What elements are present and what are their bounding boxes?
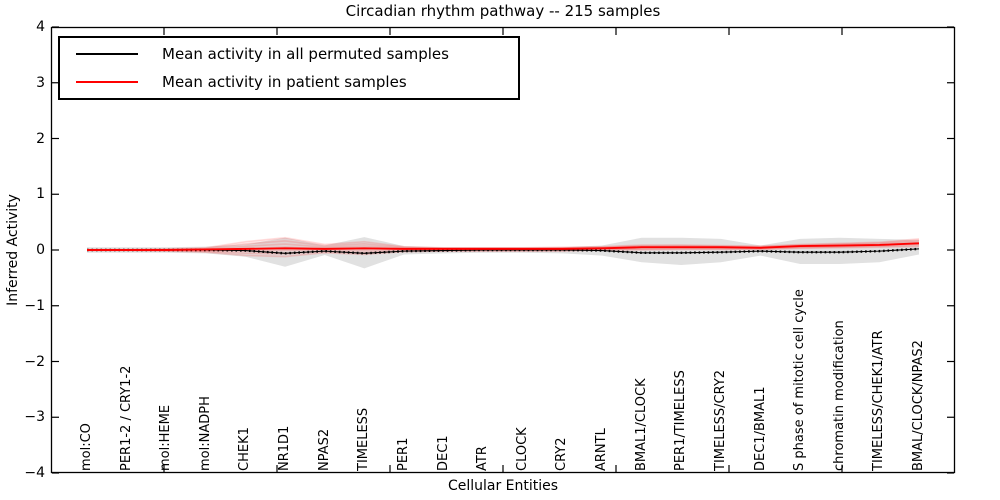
y-tick-label: −4	[24, 465, 45, 481]
y-tick-label: 3	[36, 74, 45, 91]
y-tick-label: 4	[36, 19, 45, 35]
x-tick-label: mol:HEME	[158, 404, 174, 471]
plot-area	[50, 26, 956, 474]
legend: Mean activity in all permuted samples Mea…	[58, 36, 520, 100]
y-tick-label: 1	[36, 186, 45, 203]
legend-line-sample	[76, 53, 138, 55]
x-tick-label: ATR	[475, 446, 491, 471]
x-tick-label: CRY2	[554, 437, 570, 472]
legend-entry: Mean activity in all permuted samples	[76, 43, 518, 65]
legend-entry: Mean activity in patient samples	[76, 71, 518, 93]
x-tick-label: DEC1	[435, 435, 451, 471]
x-tick-label: CHEK1	[237, 427, 253, 471]
x-tick-label: TIMELESS	[356, 407, 372, 471]
y-tick-label: 2	[36, 130, 45, 147]
x-tick-label: DEC1/BMAL1	[752, 386, 768, 472]
permuted-band	[87, 237, 919, 269]
x-tick-label: PER1-2 / CRY1-2	[118, 365, 134, 471]
x-tick-label: NPAS2	[316, 428, 332, 471]
y-tick-label: 0	[36, 242, 45, 258]
x-tick-label: S phase of mitotic cell cycle	[792, 289, 808, 471]
y-tick-label: −3	[24, 409, 45, 426]
x-tick-label: mol:NADPH	[197, 396, 213, 471]
legend-label: Mean activity in patient samples	[162, 73, 407, 91]
axes-spines	[50, 26, 956, 474]
x-tick-label: PER1/TIMELESS	[673, 370, 689, 471]
x-tick-label: BMAL1/CLOCK	[633, 378, 649, 471]
patient-trace-line	[87, 236, 920, 251]
x-tick-label: BMAL/CLOCK/NPAS2	[911, 340, 926, 471]
x-tick-label: TIMELESS/CHEK1/ATR	[871, 330, 887, 471]
patient-trace-line	[87, 244, 920, 255]
x-axis-label: Cellular Entities	[447, 478, 559, 494]
y-tick-label: −2	[24, 353, 45, 370]
patient-trace-line	[87, 245, 920, 258]
x-tick-label: ARNTL	[594, 428, 610, 471]
patient-mean-line	[87, 242, 920, 251]
legend-label: Mean activity in all permuted samples	[162, 45, 449, 63]
x-tick-label: NR1D1	[277, 425, 293, 471]
permuted-mean-markers	[87, 247, 920, 255]
y-tick-label: −1	[24, 297, 45, 314]
x-tick-label: TIMELESS/CRY2	[712, 369, 728, 471]
x-tick-label: chromatin modification	[831, 320, 847, 471]
x-tick-label: PER1	[395, 437, 411, 471]
x-tick-label: mol:CO	[79, 423, 94, 471]
chart-title: Circadian rhythm pathway -- 215 samples	[345, 2, 661, 20]
x-tick-label: CLOCK	[514, 427, 530, 471]
legend-line-sample	[76, 81, 138, 83]
